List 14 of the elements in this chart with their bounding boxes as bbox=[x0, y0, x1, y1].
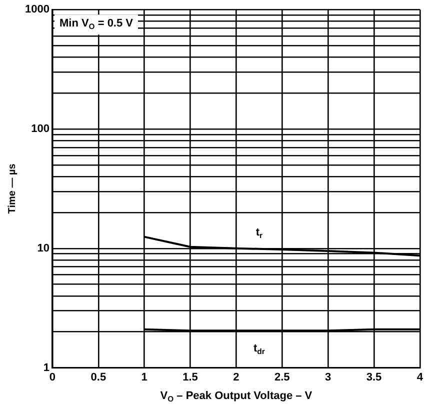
y-tick-label: 1 bbox=[43, 362, 50, 374]
x-tick-label: 4 bbox=[416, 371, 424, 384]
x-tick-label: 3 bbox=[325, 371, 332, 384]
x-tick-label: 1 bbox=[141, 371, 148, 384]
x-tick-label: 3.5 bbox=[366, 371, 382, 384]
y-tick-label: 1000 bbox=[24, 4, 50, 16]
x-tick-label: 1.5 bbox=[182, 371, 198, 384]
x-tick-label: 2 bbox=[233, 371, 240, 384]
y-tick-label: 10 bbox=[37, 242, 50, 254]
x-tick-label: 2.5 bbox=[274, 371, 290, 384]
y-tick-label: 100 bbox=[31, 123, 50, 136]
x-tick-label: 0 bbox=[49, 371, 56, 384]
x-tick-label: 0.5 bbox=[90, 371, 106, 384]
y-axis-title: Time — µs bbox=[6, 163, 18, 214]
